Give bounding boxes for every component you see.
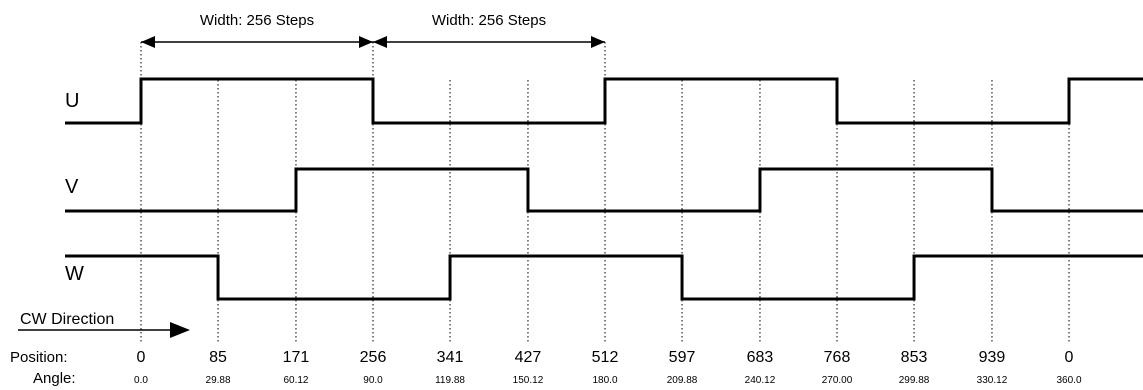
angle-tick-label: 360.0 [1056,375,1081,386]
angle-tick-label: 150.12 [513,375,544,386]
position-tick-label: 512 [592,349,619,366]
direction-arrow-icon [170,322,190,338]
angle-tick-label: 29.88 [206,375,231,386]
angle-tick-label: 180.0 [592,375,617,386]
signal-v-waveform [65,167,1143,213]
angle-tick-label: 209.88 [667,375,698,386]
signal-label-v: V [65,176,79,198]
position-tick-label: 0 [1065,349,1074,366]
signal-u-waveform [65,77,1143,125]
tick-labels: 0 0.0 85 29.88 171 60.12 256 90.0 341 119.88 427 15… [134,349,1082,386]
angle-tick-label: 0.0 [134,375,148,386]
width-label-2: Width: 256 Steps [432,12,546,29]
arrow-left-icon [373,36,387,48]
position-tick-label: 853 [901,349,928,366]
angle-tick-label: 299.88 [899,375,930,386]
width-dimension-2: Width: 256 Steps [373,12,605,48]
position-tick-label: 939 [979,349,1006,366]
position-tick-label: 171 [283,349,310,366]
arrow-left-icon [141,36,155,48]
position-tick-label: 768 [824,349,851,366]
position-tick-label: 597 [669,349,696,366]
position-tick-label: 256 [360,349,387,366]
position-row-label: Position: [10,349,68,366]
position-tick-label: 341 [437,349,464,366]
width-label-1: Width: 256 Steps [200,12,314,29]
angle-row-label: Angle: [33,370,76,387]
angle-tick-label: 60.12 [283,375,308,386]
arrow-right-icon [359,36,373,48]
position-tick-label: 0 [137,349,146,366]
angle-tick-label: 240.12 [745,375,776,386]
signal-label-w: W [65,263,84,285]
angle-tick-label: 119.88 [435,375,465,386]
position-tick-label: 85 [209,349,227,366]
arrow-right-icon [591,36,605,48]
position-tick-label: 683 [747,349,774,366]
angle-tick-label: 270.00 [822,375,853,386]
width-dimension-1: Width: 256 Steps [141,12,373,48]
angle-tick-label: 330.12 [977,375,1008,386]
angle-tick-label: 90.0 [363,375,383,386]
position-tick-label: 427 [515,349,542,366]
signal-w-waveform [65,254,1143,301]
signal-label-u: U [65,90,79,112]
direction-label: CW Direction [20,311,114,328]
